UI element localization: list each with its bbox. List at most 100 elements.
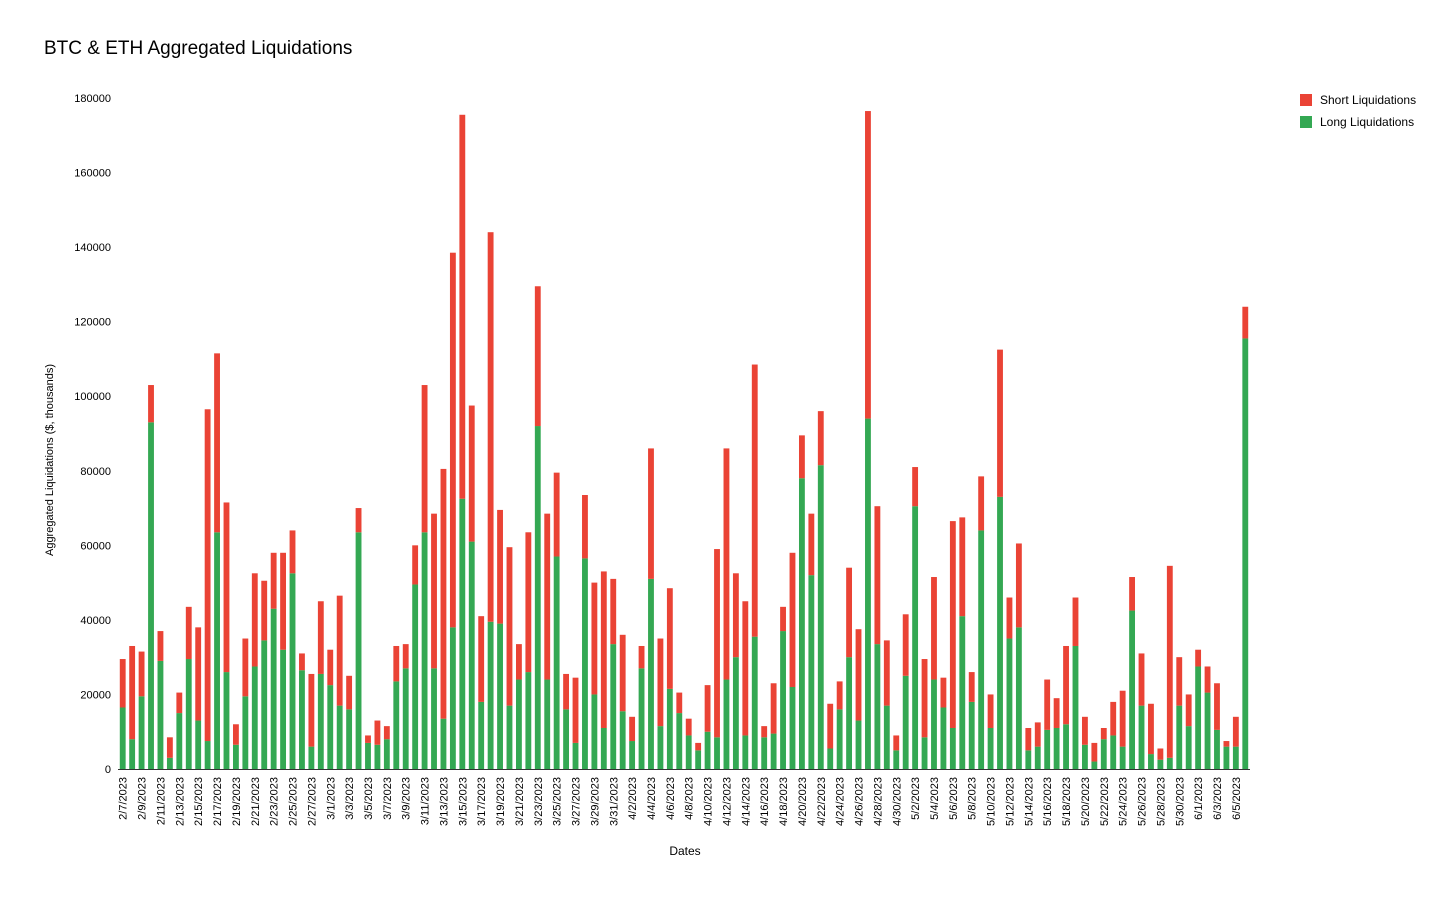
bar-long-liquidations — [242, 696, 249, 769]
legend-label-long: Long Liquidations — [1320, 115, 1415, 129]
bar-short-liquidations — [1176, 657, 1183, 706]
bar-short-liquidations — [544, 513, 551, 680]
bar-long-liquidations — [289, 573, 296, 769]
bar-short-liquidations — [129, 645, 136, 740]
bar-short-liquidations — [1110, 701, 1117, 736]
bar-long-liquidations — [468, 541, 475, 769]
bar-long-liquidations — [695, 750, 702, 769]
bar-long-liquidations — [902, 675, 909, 769]
x-tick-label: 5/16/2023 — [1042, 777, 1054, 826]
bar-long-liquidations — [365, 742, 371, 769]
bar-short-liquidations — [393, 645, 400, 682]
x-axis-ticks: 2/7/2023 2/9/2023 2/11/2023 2/13/2023 2/15/2… — [118, 777, 1243, 826]
bar-long-liquidations — [619, 711, 626, 769]
bar-short-liquidations — [138, 651, 145, 697]
bar-short-liquidations — [553, 472, 560, 557]
bar-short-liquidations — [629, 716, 636, 742]
bar-short-liquidations — [563, 673, 570, 710]
bar-short-liquidations — [685, 718, 692, 736]
x-tick-label: 6/5/2023 — [1231, 777, 1243, 820]
x-tick-label: 3/11/2023 — [420, 777, 432, 825]
bar-short-liquidations — [657, 638, 664, 727]
bar-long-liquidations — [1157, 759, 1164, 769]
x-tick-label: 4/28/2023 — [872, 777, 884, 826]
bar-short-liquidations — [789, 552, 796, 687]
bar-short-liquidations — [525, 532, 532, 673]
bar-long-liquidations — [714, 737, 720, 769]
bar-short-liquidations — [346, 675, 353, 710]
bar-long-liquidations — [1242, 338, 1249, 769]
bar-short-liquidations — [478, 616, 485, 702]
x-tick-label: 5/22/2023 — [1099, 777, 1111, 826]
bar-long-liquidations — [1223, 746, 1230, 769]
bar-long-liquidations — [129, 739, 136, 769]
x-tick-label: 5/20/2023 — [1080, 777, 1092, 826]
bar-long-liquidations — [214, 532, 220, 769]
bar-long-liquidations — [1025, 750, 1032, 769]
bar-short-liquidations — [1081, 716, 1088, 745]
bar-short-liquidations — [949, 521, 956, 728]
bar-long-liquidations — [836, 709, 843, 769]
x-tick-label: 2/15/2023 — [193, 777, 205, 826]
bar-long-liquidations — [308, 746, 315, 769]
bar-long-liquidations — [1176, 705, 1183, 769]
bar-short-liquidations — [591, 582, 598, 695]
bar-long-liquidations — [1072, 645, 1079, 769]
bar-short-liquidations — [676, 692, 683, 714]
bar-long-liquidations — [336, 705, 343, 769]
bar-short-liquidations — [846, 567, 853, 658]
bar-short-liquidations — [195, 627, 202, 721]
bar-long-liquidations — [119, 707, 126, 769]
bar-short-liquidations — [157, 631, 164, 661]
bar-long-liquidations — [232, 744, 239, 769]
bar-long-liquidations — [883, 705, 890, 769]
bar-short-liquidations — [1157, 748, 1164, 760]
y-tick-label: 120000 — [74, 317, 111, 329]
bar-long-liquidations — [204, 741, 211, 769]
bar-short-liquidations — [487, 232, 494, 622]
bar-short-liquidations — [723, 448, 730, 680]
x-tick-label: 5/4/2023 — [929, 777, 941, 820]
bar-short-liquidations — [299, 653, 305, 671]
bar-short-liquidations — [855, 629, 862, 721]
bar-short-liquidations — [1148, 703, 1154, 755]
x-tick-label: 3/3/2023 — [344, 777, 356, 820]
bar-long-liquidations — [1100, 739, 1107, 769]
x-tick-label: 4/10/2023 — [703, 777, 715, 826]
bar-long-liquidations — [874, 644, 881, 769]
bar-long-liquidations — [478, 701, 485, 769]
bar-long-liquidations — [798, 478, 805, 769]
x-tick-label: 4/16/2023 — [759, 777, 771, 826]
bar-short-liquidations — [1119, 690, 1126, 747]
x-tick-label: 3/23/2023 — [533, 777, 545, 826]
x-tick-label: 5/28/2023 — [1155, 777, 1167, 826]
y-axis-ticks: 0 20000 40000 60000 80000 100000 120000 140000 1… — [74, 93, 111, 776]
bar-short-liquidations — [204, 409, 211, 742]
bar-long-liquidations — [1044, 729, 1051, 769]
bar-short-liquidations — [468, 405, 475, 542]
bar-long-liquidations — [393, 681, 400, 769]
x-tick-label: 4/24/2023 — [835, 777, 847, 826]
bar-short-liquidations — [582, 495, 588, 559]
bar-long-liquidations — [138, 696, 145, 769]
bar-long-liquidations — [563, 709, 570, 769]
bar-short-liquidations — [317, 601, 324, 674]
bar-long-liquidations — [817, 465, 824, 769]
x-tick-label: 5/6/2023 — [948, 777, 960, 820]
bar-short-liquidations — [987, 694, 994, 728]
legend-label-short: Short Liquidations — [1320, 93, 1417, 107]
bar-long-liquidations — [515, 679, 522, 769]
bar-long-liquidations — [572, 742, 579, 769]
bar-short-liquidations — [1100, 727, 1107, 740]
bar-long-liquidations — [487, 621, 494, 769]
bar-long-liquidations — [865, 418, 871, 769]
bar-long-liquidations — [770, 733, 777, 769]
bar-long-liquidations — [732, 657, 739, 769]
bar-short-liquidations — [185, 606, 192, 660]
bar-long-liquidations — [374, 744, 381, 769]
bar-short-liquidations — [242, 638, 249, 697]
x-tick-label: 4/22/2023 — [816, 777, 828, 826]
y-tick-label: 80000 — [80, 466, 111, 478]
bar-short-liquidations — [865, 111, 871, 419]
bar-short-liquidations — [214, 353, 220, 533]
